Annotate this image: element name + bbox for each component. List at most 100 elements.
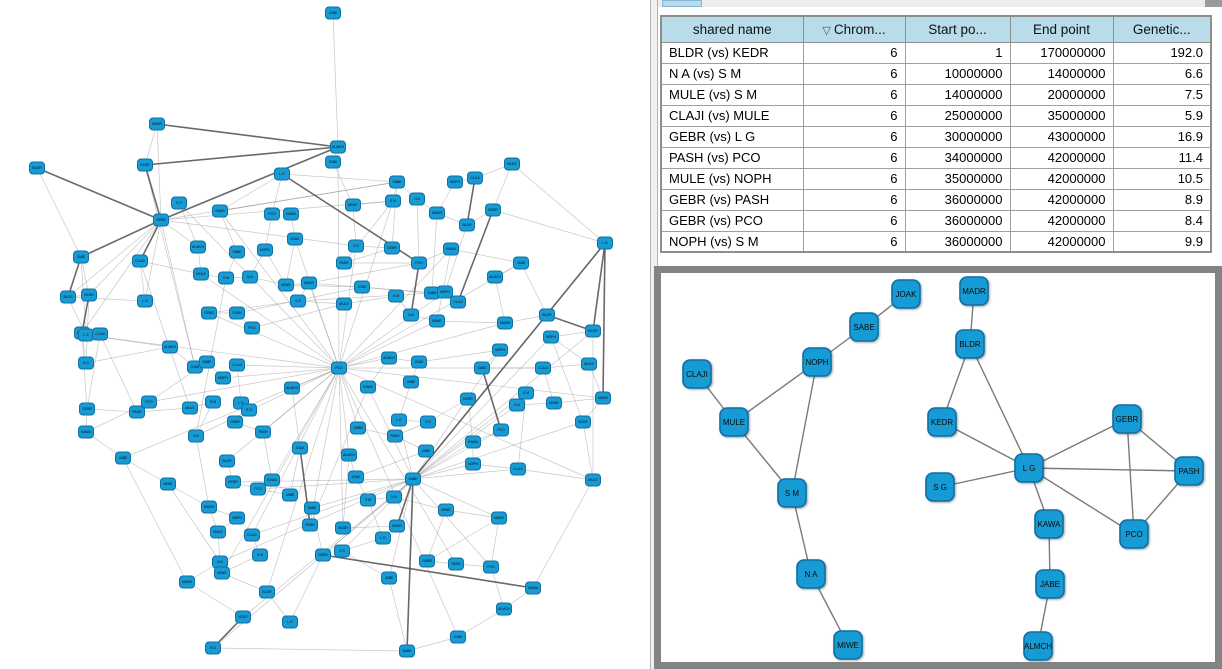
- network-node[interactable]: NOPH: [492, 343, 508, 357]
- table-row[interactable]: MULE (vs) NOPH 6 35000000 42000000 10.5: [660, 167, 1212, 190]
- network-node[interactable]: MADR: [429, 206, 445, 220]
- column-header-start-po-[interactable]: Start po...: [904, 15, 1011, 43]
- network-node[interactable]: CLAJI: [510, 462, 526, 476]
- network-node[interactable]: PASH: [229, 306, 245, 320]
- table-row[interactable]: CLAJI (vs) MULE 6 25000000 35000000 5.9: [660, 104, 1212, 127]
- network-node[interactable]: N A: [242, 270, 258, 284]
- network-node[interactable]: MULE: [193, 267, 209, 281]
- table-row[interactable]: GEBR (vs) L G 6 30000000 43000000 16.9: [660, 125, 1212, 148]
- network-node[interactable]: KEDR: [460, 392, 476, 406]
- network-node[interactable]: N A: [403, 308, 419, 322]
- network-node[interactable]: S G: [171, 196, 187, 210]
- network-node[interactable]: NOPH: [447, 175, 463, 189]
- network-node[interactable]: SABE: [474, 361, 490, 375]
- network-node[interactable]: CLAJI: [229, 358, 245, 372]
- network-node[interactable]: ALMCH: [496, 602, 512, 616]
- network-node[interactable]: PASH: [129, 405, 145, 419]
- network-node[interactable]: MIWE: [214, 566, 230, 580]
- network-node[interactable]: JOAK: [348, 470, 364, 484]
- table-horizontal-scrollbar[interactable]: [658, 0, 1222, 7]
- network-node[interactable]: JOAK: [292, 441, 308, 455]
- network-node-kawa[interactable]: KAWA: [1034, 509, 1064, 539]
- network-node[interactable]: MULE: [504, 157, 520, 171]
- network-node[interactable]: GEBR: [350, 421, 366, 435]
- network-node[interactable]: SABE: [229, 245, 245, 259]
- network-node[interactable]: N A: [188, 429, 204, 443]
- network-node[interactable]: PCO: [264, 207, 280, 221]
- network-node[interactable]: KAWA: [360, 380, 376, 394]
- table-row[interactable]: MULE (vs) S M 6 14000000 20000000 7.5: [660, 83, 1212, 106]
- network-node[interactable]: MULE: [210, 525, 226, 539]
- network-node[interactable]: MIWE: [278, 278, 294, 292]
- network-node[interactable]: CLAJI: [132, 254, 148, 268]
- network-node[interactable]: PASH: [387, 429, 403, 443]
- network-node[interactable]: BLDR: [575, 415, 591, 429]
- network-node[interactable]: CLAJI: [244, 528, 260, 542]
- network-node[interactable]: CLAJI: [467, 171, 483, 185]
- network-node[interactable]: S G: [334, 544, 350, 558]
- network-node-mule[interactable]: MULE: [719, 407, 749, 437]
- network-node[interactable]: SABE: [424, 286, 440, 300]
- network-node[interactable]: MIWE: [438, 503, 454, 517]
- network-node[interactable]: L G: [375, 531, 391, 545]
- network-node[interactable]: KEDR: [485, 203, 501, 217]
- network-node[interactable]: MADR: [497, 316, 513, 330]
- column-header-end-point[interactable]: End point: [1009, 15, 1114, 43]
- network-node[interactable]: BLDR: [60, 290, 76, 304]
- network-node[interactable]: BLDR: [259, 585, 275, 599]
- network-node[interactable]: S M: [518, 386, 534, 400]
- table-row[interactable]: GEBR (vs) PASH 6 36000000 42000000 8.9: [660, 188, 1212, 211]
- network-node[interactable]: N A: [386, 490, 402, 504]
- network-node-pash[interactable]: PASH: [1174, 456, 1204, 486]
- network-node[interactable]: KAWA: [465, 435, 481, 449]
- network-node[interactable]: BLDR: [539, 308, 555, 322]
- table-row[interactable]: PASH (vs) PCO 6 34000000 42000000 11.4: [660, 146, 1212, 169]
- network-node[interactable]: KEDR: [81, 288, 97, 302]
- network-node[interactable]: JABE: [403, 375, 419, 389]
- sub-network-panel[interactable]: JOAK SABE NOPH CLAJI MULE S M N A MIWE MADR BLDR K…: [654, 266, 1222, 669]
- network-node[interactable]: NOPH: [543, 330, 559, 344]
- table-row[interactable]: NOPH (vs) S M 6 36000000 42000000 9.9: [660, 230, 1212, 253]
- network-node[interactable]: S G: [420, 415, 436, 429]
- network-node[interactable]: L G: [137, 294, 153, 308]
- network-node[interactable]: NOPH: [215, 371, 231, 385]
- network-node[interactable]: ALMCH: [284, 381, 300, 395]
- network-node[interactable]: JABE: [282, 488, 298, 502]
- network-node[interactable]: MIWE: [345, 198, 361, 212]
- network-node[interactable]: MADR: [201, 500, 217, 514]
- sub-network-canvas[interactable]: JOAK SABE NOPH CLAJI MULE S M N A MIWE MADR BLDR K…: [661, 273, 1215, 662]
- network-node[interactable]: MULE: [336, 297, 352, 311]
- network-node[interactable]: PASH: [212, 204, 228, 218]
- network-node-claji[interactable]: CLAJI: [682, 359, 712, 389]
- network-node[interactable]: KEDR: [137, 158, 153, 172]
- network-node[interactable]: NOPH: [465, 457, 481, 471]
- network-node[interactable]: MIWE: [546, 396, 562, 410]
- network-node[interactable]: JABE: [115, 451, 131, 465]
- network-node[interactable]: BLDR: [335, 521, 351, 535]
- network-node[interactable]: S G: [290, 294, 306, 308]
- network-node[interactable]: PCO: [141, 395, 157, 409]
- network-node-madr[interactable]: MADR: [959, 276, 989, 306]
- network-node[interactable]: S G: [78, 356, 94, 370]
- network-node[interactable]: JOAK: [325, 155, 341, 169]
- network-node[interactable]: L G: [274, 167, 290, 181]
- network-node[interactable]: KEDR: [389, 519, 405, 533]
- network-node[interactable]: SABE: [389, 175, 405, 189]
- network-node[interactable]: ALMCH: [341, 448, 357, 462]
- network-node-almch[interactable]: ALMCH: [1023, 631, 1053, 661]
- network-node-bldr[interactable]: BLDR: [955, 329, 985, 359]
- network-node[interactable]: ALMCH: [330, 140, 346, 154]
- network-node[interactable]: GEBR: [79, 402, 95, 416]
- network-node[interactable]: MADR: [491, 511, 507, 525]
- network-node[interactable]: PASH: [302, 518, 318, 532]
- network-node[interactable]: ALMCH: [381, 351, 397, 365]
- table-row[interactable]: BLDR (vs) KEDR 6 1 170000000 192.0: [660, 41, 1212, 64]
- network-node[interactable]: BLDR: [29, 161, 45, 175]
- network-node[interactable]: N A: [212, 555, 228, 569]
- network-node[interactable]: PASH: [255, 425, 271, 439]
- network-node[interactable]: JABE: [381, 571, 397, 585]
- network-node[interactable]: GEBR: [227, 415, 243, 429]
- network-node-joak[interactable]: JOAK: [891, 279, 921, 309]
- network-node[interactable]: KEDR: [585, 324, 601, 338]
